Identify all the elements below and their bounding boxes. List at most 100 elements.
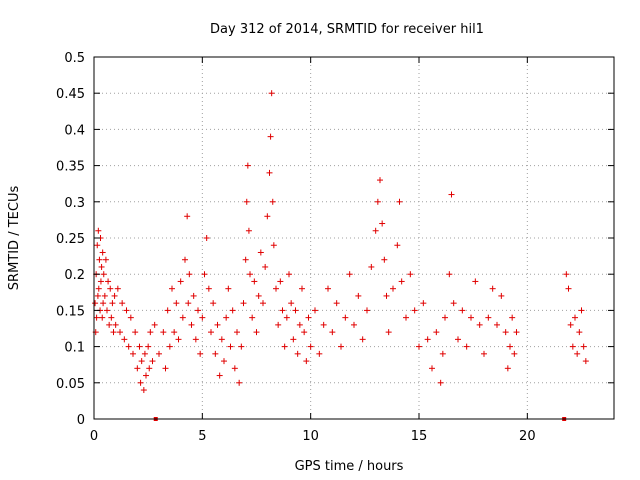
data-point bbox=[169, 285, 175, 292]
data-point bbox=[225, 285, 232, 292]
grid bbox=[94, 57, 614, 419]
data-point bbox=[93, 314, 100, 321]
data-point bbox=[359, 336, 366, 343]
data-point bbox=[94, 242, 101, 249]
data-point bbox=[468, 314, 474, 321]
data-point bbox=[145, 343, 152, 350]
data-point bbox=[151, 321, 158, 328]
data-point bbox=[511, 350, 518, 357]
data-point bbox=[111, 292, 118, 299]
data-point bbox=[247, 271, 253, 278]
data-point bbox=[162, 365, 169, 372]
data-point bbox=[100, 300, 107, 307]
data-point bbox=[130, 350, 136, 357]
data-point bbox=[463, 343, 470, 350]
data-point bbox=[338, 343, 344, 350]
data-point bbox=[269, 198, 276, 205]
data-point bbox=[294, 350, 301, 357]
data-point bbox=[102, 256, 109, 263]
data-point bbox=[147, 329, 154, 336]
data-point bbox=[132, 329, 139, 336]
data-point bbox=[100, 271, 107, 278]
data-point bbox=[494, 321, 500, 328]
data-point bbox=[329, 329, 336, 336]
data-point bbox=[137, 379, 144, 386]
data-point bbox=[368, 263, 375, 270]
data-point bbox=[273, 285, 279, 292]
data-point bbox=[94, 292, 101, 299]
data-point bbox=[267, 133, 274, 140]
data-point bbox=[290, 336, 297, 343]
data-point bbox=[205, 285, 212, 292]
data-point bbox=[119, 300, 126, 307]
data-point bbox=[188, 321, 195, 328]
data-point bbox=[433, 329, 440, 336]
data-point bbox=[411, 307, 418, 314]
x-tick-label: 15 bbox=[411, 429, 428, 444]
data-point bbox=[407, 271, 414, 278]
data-point bbox=[374, 198, 381, 205]
x-tick-label: 20 bbox=[519, 429, 536, 444]
data-point bbox=[114, 285, 121, 292]
data-point bbox=[164, 307, 171, 314]
data-point bbox=[264, 213, 271, 220]
data-point bbox=[99, 249, 106, 256]
data-point bbox=[476, 321, 483, 328]
data-point bbox=[299, 285, 305, 292]
y-tick-label: 0.05 bbox=[56, 377, 85, 392]
data-point bbox=[509, 314, 516, 321]
data-point bbox=[307, 343, 314, 350]
data-point bbox=[312, 307, 318, 314]
data-point bbox=[92, 300, 99, 307]
data-point bbox=[107, 285, 114, 292]
data-point bbox=[249, 314, 256, 321]
data-point bbox=[195, 307, 201, 314]
data-point bbox=[214, 321, 221, 328]
data-point bbox=[372, 227, 379, 234]
data-point bbox=[437, 379, 444, 386]
data-point bbox=[108, 314, 115, 321]
data-point bbox=[210, 300, 217, 307]
data-point bbox=[112, 321, 119, 328]
data-point bbox=[166, 343, 173, 350]
axis-ticks: 0 0.05 0.1 0.15 0.2 0.25 0.3 0.35 0.4 0.45 0.5 0 5 10… bbox=[56, 51, 614, 444]
data-point bbox=[238, 343, 245, 350]
data-point bbox=[173, 300, 180, 307]
data-point bbox=[138, 358, 145, 365]
data-point bbox=[95, 285, 102, 292]
data-point bbox=[182, 256, 188, 263]
data-point bbox=[396, 198, 403, 205]
data-point bbox=[424, 336, 431, 343]
data-point bbox=[97, 278, 104, 285]
data-point bbox=[99, 314, 106, 321]
data-point bbox=[459, 307, 466, 314]
data-point bbox=[260, 300, 266, 307]
x-tick-label: 10 bbox=[302, 429, 319, 444]
data-point bbox=[420, 300, 427, 307]
data-point bbox=[481, 350, 487, 357]
data-point bbox=[394, 242, 401, 249]
data-point bbox=[123, 307, 130, 314]
data-point bbox=[186, 271, 193, 278]
data-point bbox=[569, 343, 576, 350]
data-point bbox=[179, 314, 186, 321]
data-point bbox=[125, 343, 132, 350]
data-point bbox=[221, 358, 227, 365]
y-tick-label: 0 bbox=[77, 413, 85, 428]
y-tick-label: 0.3 bbox=[64, 196, 85, 211]
data-point bbox=[184, 213, 191, 220]
data-point bbox=[136, 343, 143, 350]
data-point bbox=[201, 271, 208, 278]
data-point bbox=[255, 292, 262, 299]
data-point bbox=[96, 256, 103, 263]
data-point bbox=[567, 321, 574, 328]
chart-title: Day 312 of 2014, SRMTID for receiver hil… bbox=[210, 22, 484, 37]
data-point bbox=[240, 300, 247, 307]
data-point bbox=[403, 314, 409, 321]
data-point bbox=[346, 271, 353, 278]
data-point bbox=[351, 321, 357, 328]
data-point bbox=[574, 350, 581, 357]
data-point bbox=[227, 343, 234, 350]
data-point bbox=[316, 350, 323, 357]
data-point bbox=[262, 263, 269, 270]
